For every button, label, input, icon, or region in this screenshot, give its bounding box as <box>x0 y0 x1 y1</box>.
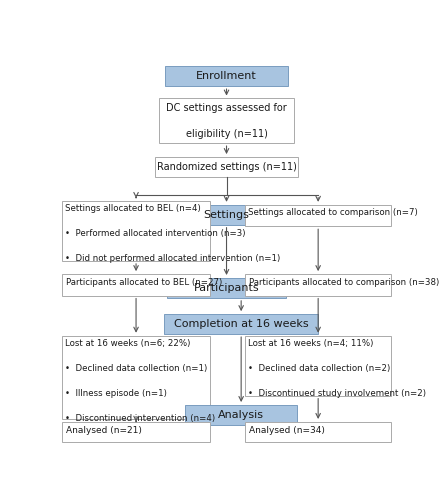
Text: Participants: Participants <box>194 283 259 293</box>
Text: Lost at 16 weeks (n=4; 11%)

•  Declined data collection (n=2)

•  Discontinued : Lost at 16 weeks (n=4; 11%) • Declined d… <box>248 338 426 398</box>
Bar <box>245 336 391 396</box>
Bar <box>62 201 210 261</box>
Text: Analysis: Analysis <box>218 410 264 420</box>
Text: DC settings assessed for

eligibility (n=11): DC settings assessed for eligibility (n=… <box>166 102 287 139</box>
Text: Analysed (n=21): Analysed (n=21) <box>65 426 141 434</box>
Bar <box>62 336 210 419</box>
Bar <box>245 422 391 442</box>
Text: Participants allocated to comparison (n=38): Participants allocated to comparison (n=… <box>249 278 439 287</box>
Text: Lost at 16 weeks (n=6; 22%)

•  Declined data collection (n=1)

•  Illness episo: Lost at 16 weeks (n=6; 22%) • Declined d… <box>65 338 215 422</box>
Text: Randomized settings (n=11): Randomized settings (n=11) <box>156 162 297 172</box>
Bar <box>155 157 298 177</box>
Bar <box>245 205 391 227</box>
Text: Settings allocated to comparison (n=7): Settings allocated to comparison (n=7) <box>248 208 418 217</box>
Text: Analysed (n=34): Analysed (n=34) <box>249 426 325 434</box>
Bar <box>62 422 210 442</box>
Bar <box>185 405 297 425</box>
Bar <box>167 205 286 225</box>
Text: Enrollment: Enrollment <box>196 71 257 81</box>
Bar <box>62 274 210 295</box>
Bar <box>164 314 318 334</box>
Text: Completion at 16 weeks: Completion at 16 weeks <box>174 319 309 329</box>
Bar <box>159 98 294 143</box>
Bar <box>165 66 288 86</box>
Text: Participants allocated to BEL (n=27): Participants allocated to BEL (n=27) <box>65 278 222 287</box>
Bar <box>245 274 391 295</box>
Text: Settings: Settings <box>204 210 249 220</box>
Text: Settings allocated to BEL (n=4)

•  Performed allocated intervention (n=3)

•  D: Settings allocated to BEL (n=4) • Perfor… <box>65 204 280 263</box>
Bar <box>167 278 286 298</box>
